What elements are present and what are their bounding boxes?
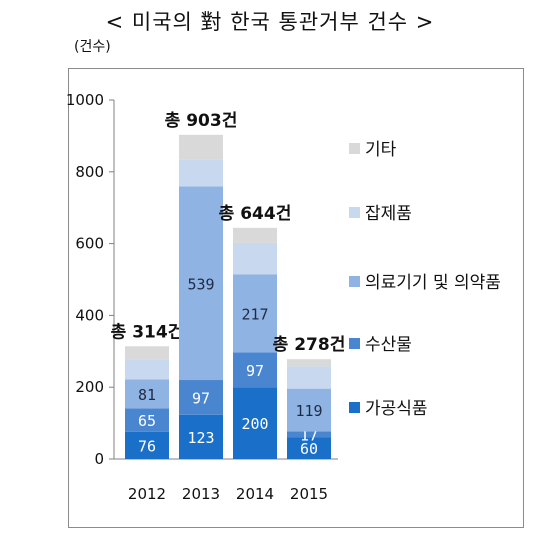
bar-segment xyxy=(287,359,331,367)
legend-swatch xyxy=(349,207,360,218)
y-tick-label: 0 xyxy=(94,450,104,468)
legend-label: 가공식품 xyxy=(365,399,428,419)
x-tick-label: 2012 xyxy=(128,485,166,503)
bar-segment xyxy=(179,414,223,459)
bar-value-label: 60 xyxy=(300,440,318,458)
bar-value-label: 81 xyxy=(138,386,156,404)
bar-segment xyxy=(287,388,331,432)
bar-segment xyxy=(179,380,223,415)
bar-segment xyxy=(125,379,169,409)
y-tick-label: 200 xyxy=(75,378,104,396)
bar-value-label: 119 xyxy=(295,402,322,420)
y-tick-label: 600 xyxy=(75,235,104,253)
bar-total-label: 총 903건 xyxy=(165,111,238,131)
bar-segment xyxy=(233,227,277,243)
bar-segment xyxy=(179,159,223,187)
bar-value-label: 200 xyxy=(241,415,268,433)
bar-value-label: 539 xyxy=(187,275,214,293)
legend-swatch xyxy=(349,276,360,287)
bar-segment xyxy=(125,346,169,360)
bar-value-label: 76 xyxy=(138,437,156,455)
legend-label: 의료기기 및 의약품 xyxy=(365,273,501,293)
x-tick-label: 2014 xyxy=(236,485,274,503)
legend-swatch xyxy=(349,338,360,349)
chart-title: < 미국의 對 한국 통관거부 건수 > xyxy=(105,10,435,34)
unit-label: (건수) xyxy=(74,39,111,55)
bar-total-label: 총 314건 xyxy=(111,322,184,342)
bar-segment xyxy=(287,437,331,459)
x-tick-label: 2013 xyxy=(182,485,220,503)
legend-label: 수산물 xyxy=(365,335,412,355)
chart-frame xyxy=(68,68,524,528)
bar-segment xyxy=(233,274,277,353)
x-tick-label: 2015 xyxy=(290,485,328,503)
bar-segment xyxy=(179,186,223,381)
y-tick-label: 400 xyxy=(75,306,104,324)
bar-segment xyxy=(233,352,277,388)
bar-value-label: 123 xyxy=(187,429,214,447)
bar-value-label: 97 xyxy=(246,362,264,380)
bar-segment xyxy=(287,431,331,438)
bar-total-label: 총 644건 xyxy=(219,204,292,224)
legend-label: 잡제품 xyxy=(365,204,412,224)
y-tick-label: 1000 xyxy=(66,91,104,109)
y-tick-label: 800 xyxy=(75,163,104,181)
bar-segment xyxy=(125,431,169,459)
legend-swatch xyxy=(349,143,360,154)
bar-segment xyxy=(179,134,223,160)
bar-value-label: 217 xyxy=(241,305,268,323)
legend-label: 기타 xyxy=(365,140,397,160)
bar-segment xyxy=(233,387,277,459)
bar-value-label: 65 xyxy=(138,412,156,430)
bar-segment xyxy=(233,242,277,275)
bar-total-label: 총 278건 xyxy=(273,335,346,355)
bar-segment xyxy=(287,366,331,389)
legend-swatch xyxy=(349,402,360,413)
bar-value-label: 97 xyxy=(192,389,210,407)
bar-segment xyxy=(125,408,169,432)
bar-segment xyxy=(125,359,169,380)
